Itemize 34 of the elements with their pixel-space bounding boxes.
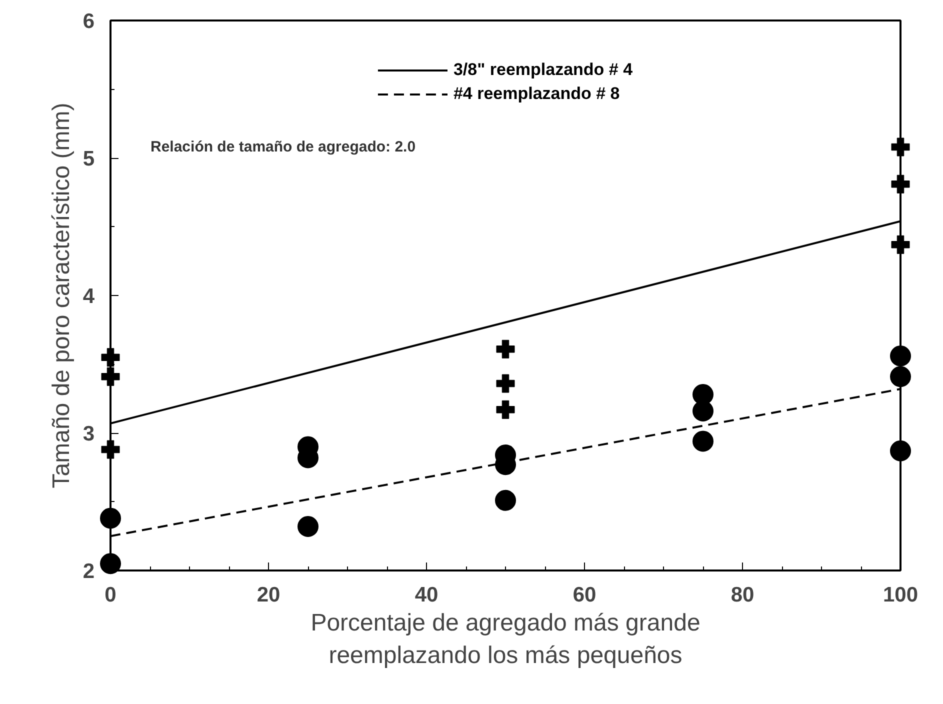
point — [101, 367, 120, 386]
point — [100, 508, 121, 529]
point — [891, 138, 910, 156]
y-tick-label: 6 — [82, 10, 95, 33]
y-tick-label: 2 — [82, 560, 95, 583]
point — [100, 553, 121, 574]
point — [891, 174, 910, 194]
legend-label: #4 reemplazando # 8 — [453, 84, 620, 104]
y-tick-label: 3 — [82, 422, 95, 446]
point — [890, 440, 911, 462]
point — [496, 400, 515, 419]
x-tick-label: 0 — [104, 584, 116, 606]
point — [890, 366, 911, 388]
y-axis-title: Tamaño de poro característico (mm) — [48, 102, 75, 488]
x-tick-label: 20 — [256, 584, 280, 606]
point — [692, 430, 714, 452]
point — [101, 348, 120, 367]
point — [891, 235, 910, 254]
point — [692, 400, 714, 422]
x-tick-label: 80 — [730, 584, 754, 606]
x-tick-label: 100 — [882, 584, 918, 606]
x-tick-label: 60 — [572, 584, 596, 606]
y-tick-label: 5 — [82, 148, 95, 170]
x-axis-title: Porcentaje de agregado más grande reemplazando los más pequeños — [310, 610, 700, 669]
point — [495, 490, 516, 511]
x-tick-label: 40 — [414, 584, 438, 606]
point — [890, 346, 911, 366]
point — [496, 340, 515, 358]
y-tick-label: 4 — [82, 285, 95, 308]
annotation: Relación de tamaño de agregado: 2.0 — [150, 138, 416, 156]
point — [298, 516, 318, 537]
legend-label: 3/8" reemplazando # 4 — [453, 60, 633, 80]
point — [101, 440, 120, 459]
point — [496, 374, 515, 393]
